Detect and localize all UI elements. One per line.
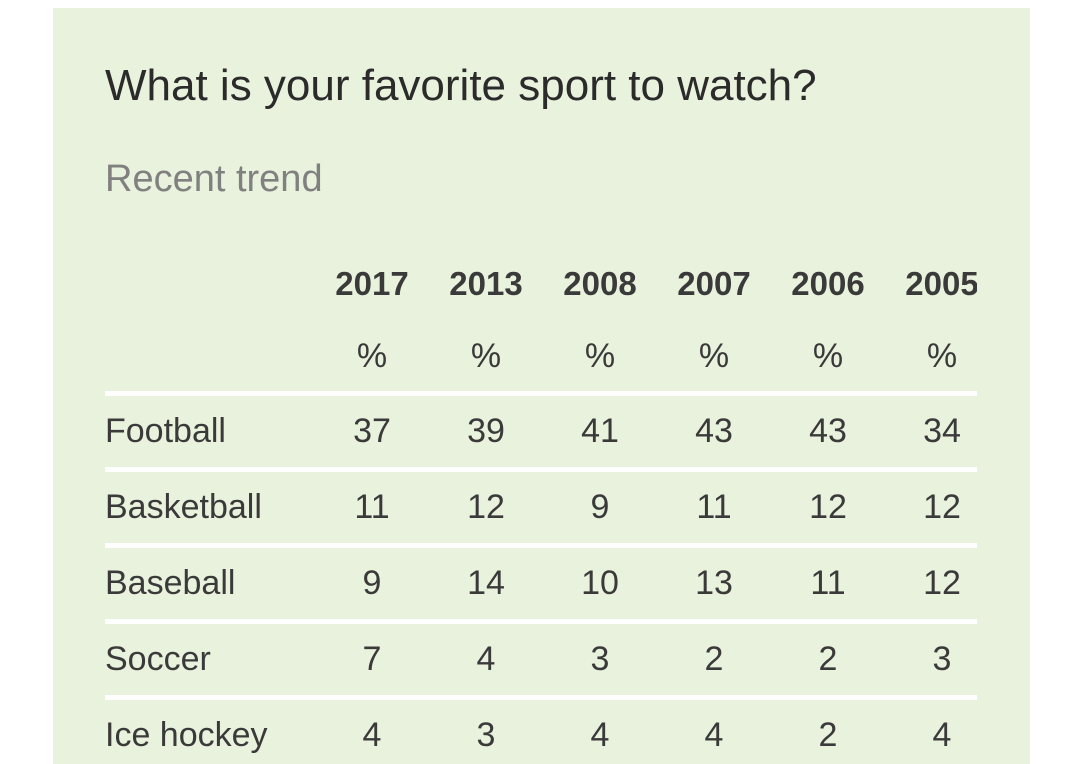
year-header: 2007: [677, 265, 751, 302]
row-label: Ice hockey: [105, 716, 268, 754]
row-divider: [105, 695, 977, 700]
value-cell: 7: [362, 640, 382, 678]
value-cell: 12: [923, 488, 961, 526]
table-row: Soccer 7 4 3 2 2 3: [105, 624, 977, 695]
row-label: Baseball: [105, 564, 236, 602]
trend-table: 2017 2013 2008 2007 2006 2005 %%%%%% Football…: [105, 248, 977, 764]
unit-header: %: [584, 336, 616, 375]
row-divider: [105, 467, 977, 472]
unit-spacer: [105, 320, 315, 392]
value-cell: 9: [362, 564, 382, 602]
unit-header: %: [926, 336, 958, 375]
year-header: 2006: [791, 265, 865, 302]
value-cell: 11: [354, 488, 390, 526]
table-row: Basketball 11 12 9 11 12 12: [105, 472, 977, 543]
value-cell: 4: [590, 716, 610, 754]
value-cell: 41: [581, 412, 619, 450]
value-cell: 11: [696, 488, 732, 526]
table-row: Football 37 39 41 43 43 34: [105, 396, 977, 467]
value-cell: 2: [704, 640, 724, 678]
value-cell: 4: [476, 640, 496, 678]
value-cell: 4: [362, 716, 382, 754]
value-cell: 13: [695, 564, 733, 602]
year-header: 2005: [905, 265, 977, 302]
poll-card: What is your favorite sport to watch? Re…: [53, 8, 1030, 764]
table-row: Baseball 9 14 10 13 11 12: [105, 548, 977, 619]
row-label: Basketball: [105, 488, 262, 526]
value-cell: 2: [818, 716, 838, 754]
row-divider: [105, 391, 977, 396]
row-divider: [105, 543, 977, 548]
value-cell: 43: [809, 412, 847, 450]
unit-header-row: %%%%%%: [105, 320, 977, 392]
value-cell: 3: [932, 640, 952, 678]
value-cell: 12: [923, 564, 961, 602]
value-cell: 3: [476, 716, 496, 754]
value-cell: 12: [467, 488, 505, 526]
value-cell: 43: [695, 412, 733, 450]
year-header: 2013: [449, 265, 523, 302]
page-title: What is your favorite sport to watch?: [105, 61, 817, 110]
value-cell: 3: [590, 640, 610, 678]
value-cell: 9: [590, 488, 610, 526]
row-divider: [105, 619, 977, 624]
year-header: 2017: [335, 265, 409, 302]
value-cell: 14: [467, 564, 505, 602]
row-label: Soccer: [105, 640, 211, 678]
unit-header: %: [470, 336, 502, 375]
table-row: Ice hockey 4 3 4 4 2 4: [105, 700, 977, 764]
value-cell: 37: [353, 412, 391, 450]
value-cell: 11: [810, 564, 846, 602]
value-cell: 4: [704, 716, 724, 754]
value-cell: 10: [581, 564, 619, 602]
year-header-row: 2017 2013 2008 2007 2006 2005: [105, 248, 977, 320]
year-header: 2008: [563, 265, 637, 302]
unit-header: %: [812, 336, 844, 375]
value-cell: 34: [923, 412, 961, 450]
value-cell: 2: [818, 640, 838, 678]
value-cell: 4: [932, 716, 952, 754]
unit-header: %: [698, 336, 730, 375]
page-subtitle: Recent trend: [105, 158, 323, 200]
row-label: Football: [105, 412, 226, 450]
value-cell: 12: [809, 488, 847, 526]
unit-header: %: [356, 336, 388, 375]
value-cell: 39: [467, 412, 505, 450]
header-spacer: [105, 248, 315, 320]
